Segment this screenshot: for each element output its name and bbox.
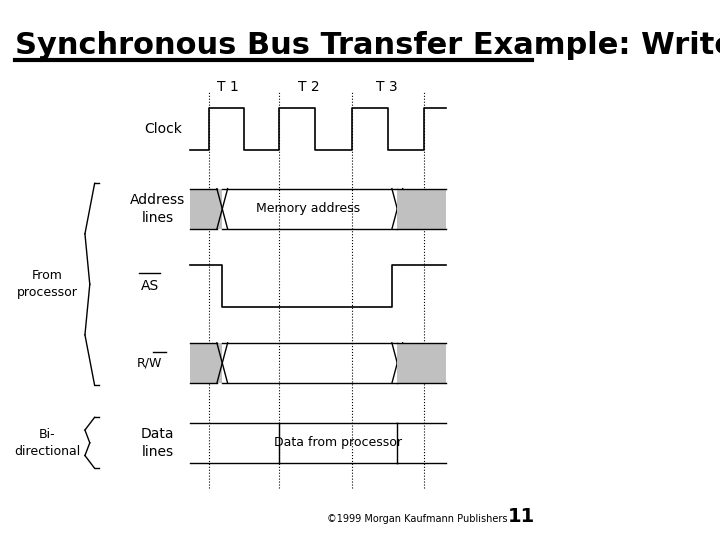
Text: 11: 11 — [508, 507, 535, 526]
FancyBboxPatch shape — [190, 188, 222, 229]
Text: AS: AS — [140, 279, 158, 293]
FancyBboxPatch shape — [397, 188, 446, 229]
FancyBboxPatch shape — [397, 343, 446, 383]
Text: Data from processor: Data from processor — [274, 436, 402, 449]
Text: T 1: T 1 — [217, 79, 238, 93]
FancyBboxPatch shape — [190, 343, 222, 383]
Text: ©1999 Morgan Kaufmann Publishers: ©1999 Morgan Kaufmann Publishers — [328, 514, 508, 524]
Text: T 2: T 2 — [297, 79, 319, 93]
Text: Data
lines: Data lines — [141, 427, 174, 459]
Text: Address
lines: Address lines — [130, 193, 185, 225]
Text: T 3: T 3 — [376, 79, 397, 93]
Text: Memory address: Memory address — [256, 202, 361, 215]
Text: R/W: R/W — [137, 356, 162, 369]
Text: Synchronous Bus Transfer Example: Write: Synchronous Bus Transfer Example: Write — [15, 31, 720, 60]
Text: Bi-
directional: Bi- directional — [14, 428, 81, 458]
Text: Clock: Clock — [144, 122, 182, 136]
Text: From
processor: From processor — [17, 269, 78, 299]
